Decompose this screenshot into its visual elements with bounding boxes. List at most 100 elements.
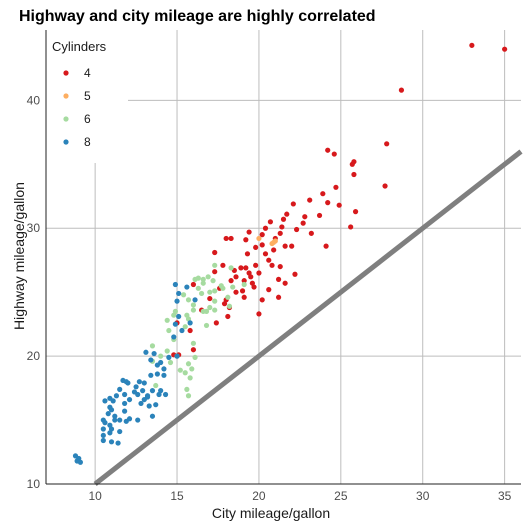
x-tick-label: 25 xyxy=(334,489,348,503)
data-point-cyl-4 xyxy=(259,297,265,303)
x-tick-label: 15 xyxy=(170,489,184,503)
data-point-cyl-4 xyxy=(228,278,234,284)
data-point-cyl-4 xyxy=(207,295,213,302)
data-point-cyl-6 xyxy=(207,304,213,311)
data-point-cyl-6 xyxy=(187,375,193,381)
data-point-cyl-4 xyxy=(502,46,508,52)
data-point-cyl-4 xyxy=(323,243,329,249)
data-point-cyl-6 xyxy=(241,281,247,288)
data-point-cyl-4 xyxy=(251,284,257,290)
data-point-cyl-4 xyxy=(300,220,306,226)
data-point-cyl-4 xyxy=(280,216,287,222)
legend-title: Cylinders xyxy=(52,39,107,54)
data-point-cyl-6 xyxy=(189,366,195,372)
y-tick-label: 30 xyxy=(27,221,41,235)
data-point-cyl-8 xyxy=(154,371,160,377)
data-point-cyl-4 xyxy=(316,212,323,219)
data-point-cyl-8 xyxy=(172,321,178,327)
legend-swatch-6 xyxy=(63,116,69,122)
data-point-cyl-4 xyxy=(213,320,219,326)
x-axis-title: City mileage/gallon xyxy=(212,505,330,521)
data-point-cyl-8 xyxy=(122,408,128,414)
data-point-cyl-4 xyxy=(349,161,355,167)
x-tick-label: 35 xyxy=(498,489,512,503)
data-point-cyl-6 xyxy=(195,285,201,291)
data-point-cyl-8 xyxy=(158,388,164,394)
data-point-cyl-8 xyxy=(100,426,106,432)
data-point-cyl-6 xyxy=(167,359,174,366)
reference-line xyxy=(93,149,523,486)
data-point-cyl-8 xyxy=(172,281,178,288)
data-point-cyl-6 xyxy=(182,370,188,376)
data-point-cyl-4 xyxy=(243,237,249,243)
legend-swatch-5 xyxy=(63,93,69,99)
data-point-cyl-8 xyxy=(176,313,182,320)
data-point-cyl-8 xyxy=(171,334,177,340)
data-point-cyl-4 xyxy=(256,311,262,317)
data-point-cyl-8 xyxy=(184,284,190,290)
data-point-cyl-8 xyxy=(138,400,144,407)
data-points xyxy=(72,42,508,465)
data-point-cyl-4 xyxy=(325,147,331,153)
data-point-cyl-6 xyxy=(212,307,218,313)
data-point-cyl-8 xyxy=(135,391,141,398)
data-point-cyl-6 xyxy=(166,327,172,334)
legend-swatch-4 xyxy=(63,70,69,76)
data-point-cyl-8 xyxy=(148,357,154,363)
data-point-cyl-8 xyxy=(143,349,149,355)
data-point-cyl-8 xyxy=(108,439,115,445)
data-point-cyl-6 xyxy=(190,340,197,346)
data-point-cyl-8 xyxy=(153,402,159,408)
data-point-cyl-8 xyxy=(117,386,123,392)
x-tick-label: 30 xyxy=(416,489,430,503)
data-point-cyl-8 xyxy=(77,459,83,465)
y-tick-label: 10 xyxy=(27,477,41,491)
data-point-cyl-4 xyxy=(279,224,285,230)
data-point-cyl-8 xyxy=(174,353,180,359)
data-point-cyl-8 xyxy=(192,297,198,303)
data-point-cyl-6 xyxy=(177,367,183,373)
legend-label-6: 6 xyxy=(84,112,91,126)
data-point-cyl-4 xyxy=(246,229,252,235)
data-point-cyl-8 xyxy=(117,428,123,435)
data-point-cyl-4 xyxy=(262,225,269,231)
data-point-cyl-8 xyxy=(174,298,180,304)
legend-label-5: 5 xyxy=(84,89,91,103)
data-point-cyl-4 xyxy=(241,294,247,300)
data-point-cyl-4 xyxy=(259,242,265,248)
data-point-cyl-6 xyxy=(192,276,198,282)
data-point-cyl-8 xyxy=(122,391,128,398)
data-point-cyl-4 xyxy=(253,262,259,268)
data-point-cyl-4 xyxy=(348,224,354,230)
data-point-cyl-8 xyxy=(112,417,118,423)
data-point-cyl-6 xyxy=(190,302,197,308)
data-point-cyl-6 xyxy=(158,353,164,359)
data-point-cyl-6 xyxy=(220,285,226,291)
data-point-cyl-8 xyxy=(102,398,108,404)
data-point-cyl-8 xyxy=(136,379,142,385)
data-point-cyl-4 xyxy=(382,183,388,189)
data-point-cyl-8 xyxy=(176,290,182,297)
data-point-cyl-6 xyxy=(230,284,236,290)
data-point-cyl-8 xyxy=(133,384,139,390)
data-point-cyl-4 xyxy=(302,214,308,220)
legend-swatch-8 xyxy=(63,139,69,145)
data-point-cyl-4 xyxy=(307,197,313,203)
data-point-cyl-4 xyxy=(262,251,269,257)
data-point-cyl-8 xyxy=(151,350,157,357)
data-point-cyl-4 xyxy=(233,274,239,280)
data-point-cyl-4 xyxy=(228,235,234,242)
data-point-cyl-4 xyxy=(284,211,290,217)
data-point-cyl-4 xyxy=(277,230,283,236)
data-point-cyl-8 xyxy=(149,388,156,394)
data-point-cyl-4 xyxy=(259,232,265,238)
data-point-cyl-4 xyxy=(336,202,342,208)
data-point-cyl-4 xyxy=(190,347,197,353)
data-point-cyl-4 xyxy=(398,87,405,93)
data-point-cyl-4 xyxy=(331,151,337,157)
data-point-cyl-6 xyxy=(180,292,187,298)
data-point-cyl-4 xyxy=(292,271,298,277)
data-point-cyl-4 xyxy=(233,289,239,295)
data-point-cyl-4 xyxy=(220,262,226,268)
data-point-cyl-6 xyxy=(203,322,210,329)
